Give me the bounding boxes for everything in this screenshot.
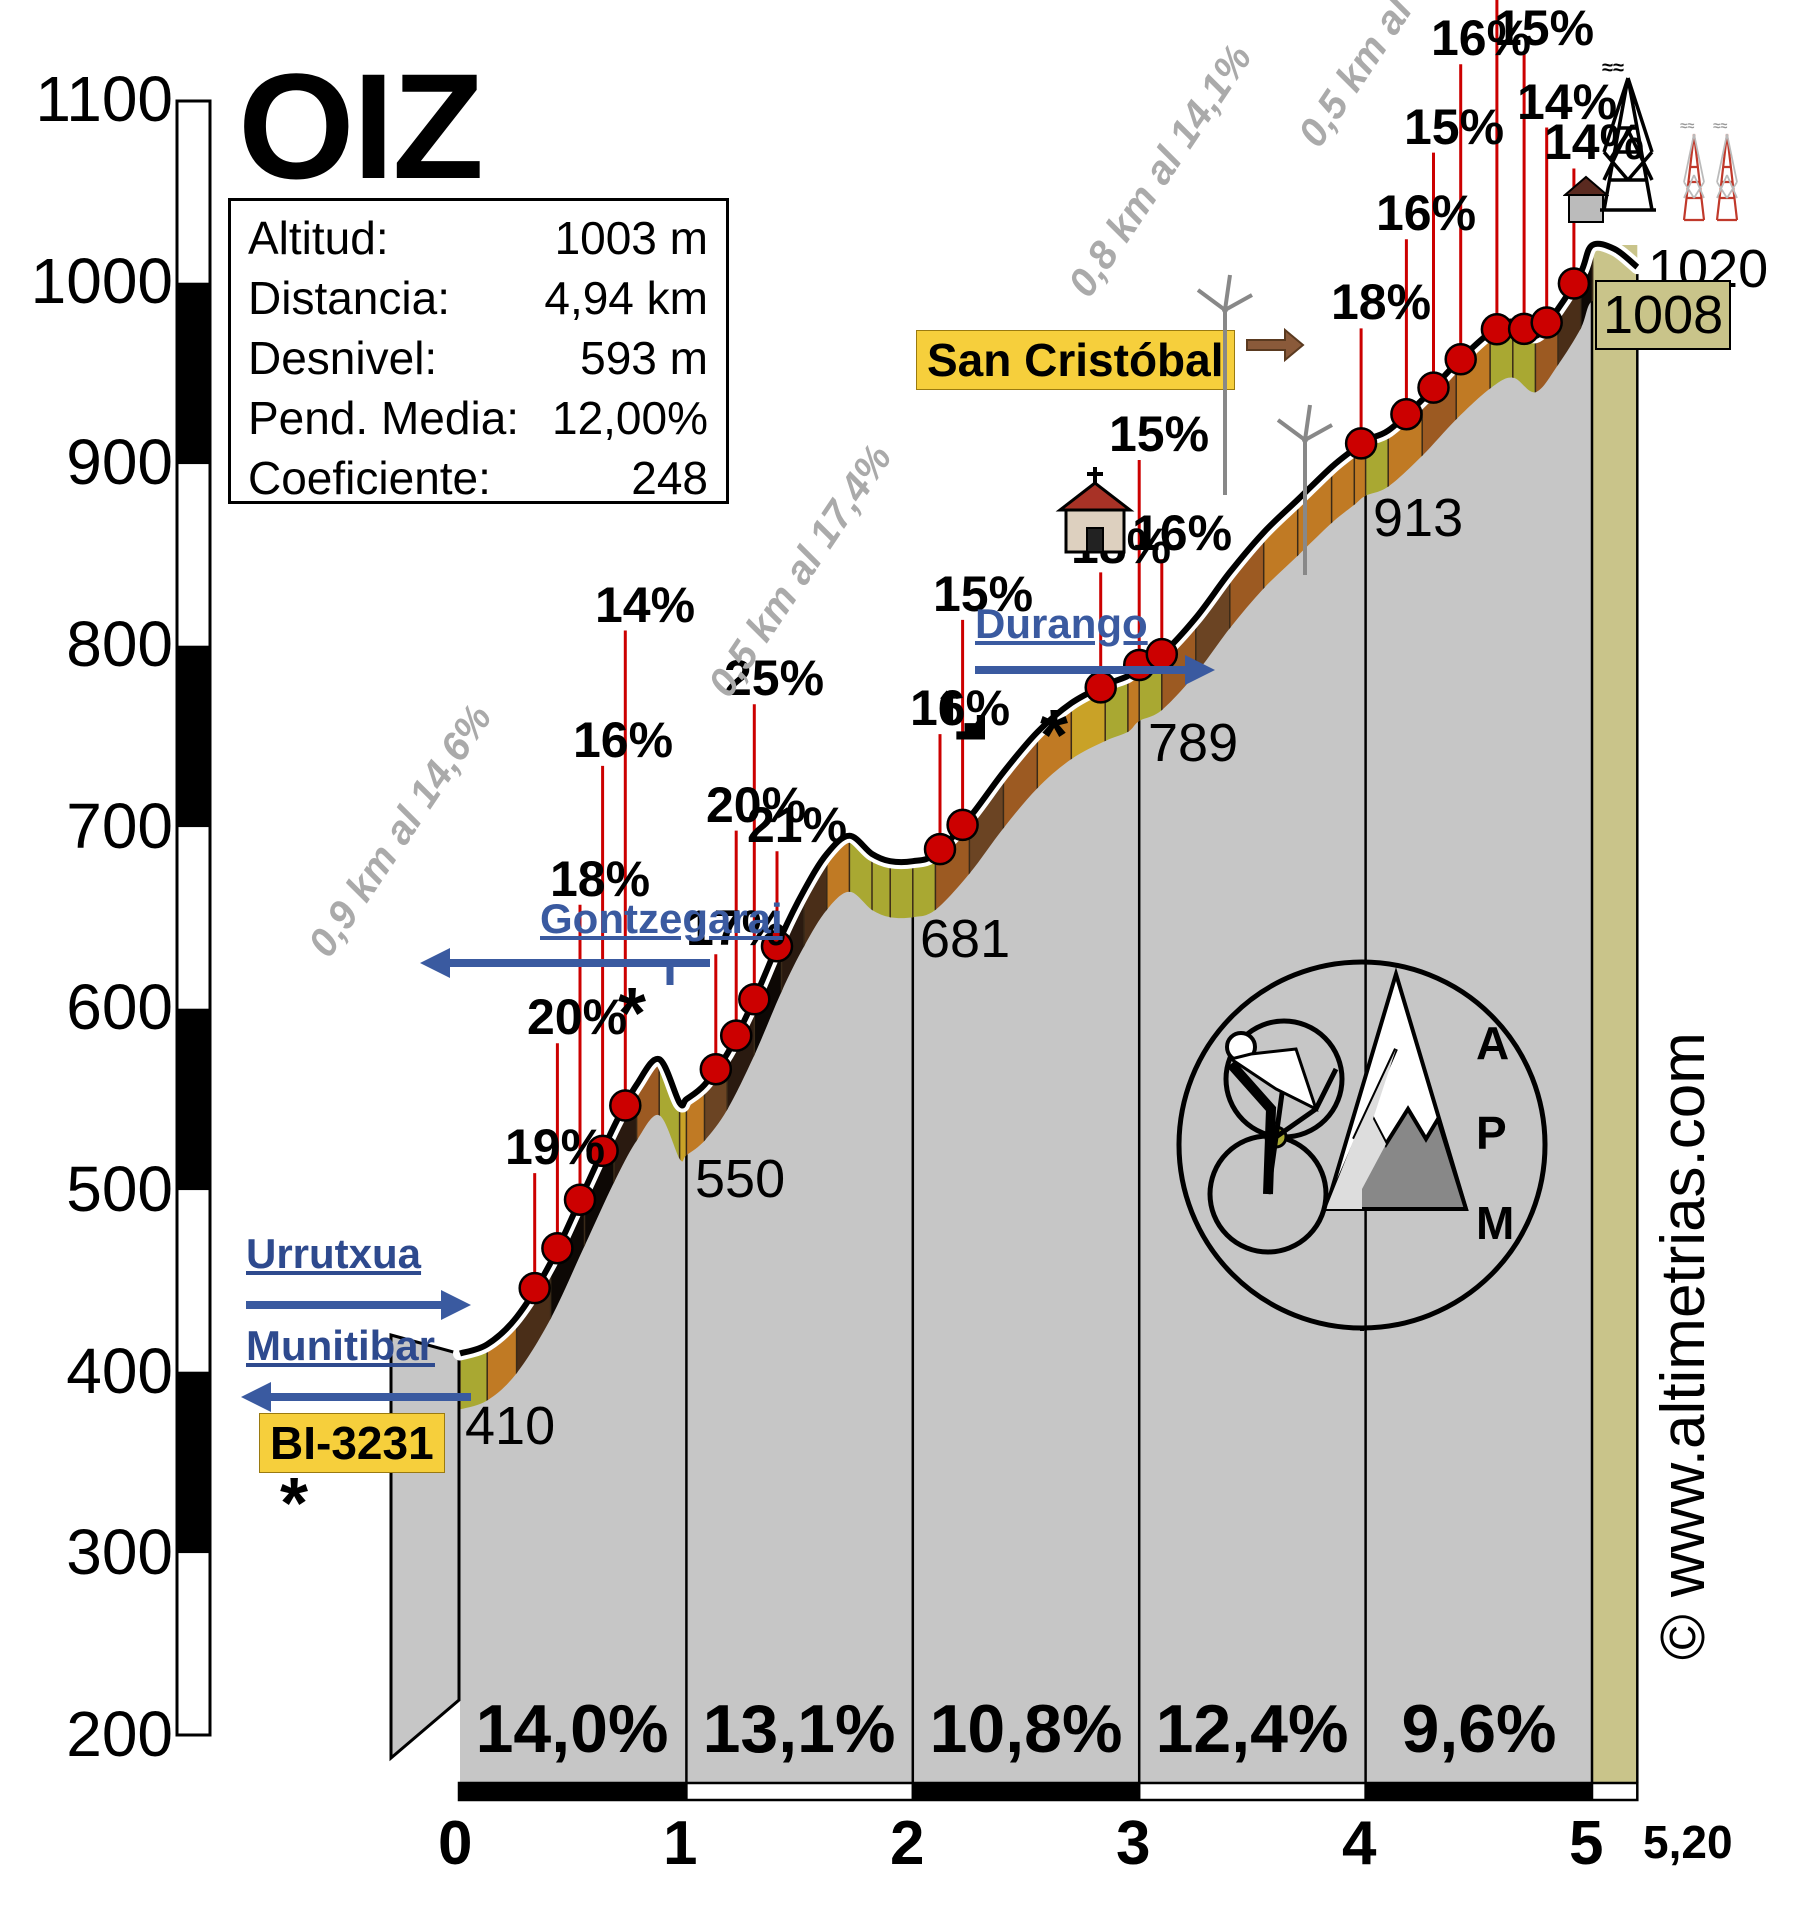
svg-text:M: M	[1476, 1197, 1514, 1249]
svg-text:≈≈: ≈≈	[1602, 60, 1624, 79]
svg-text:≈≈: ≈≈	[1680, 120, 1694, 133]
svg-text:P: P	[1476, 1107, 1507, 1159]
svg-text:≈≈: ≈≈	[1713, 120, 1727, 133]
svg-text:A: A	[1476, 1017, 1509, 1069]
